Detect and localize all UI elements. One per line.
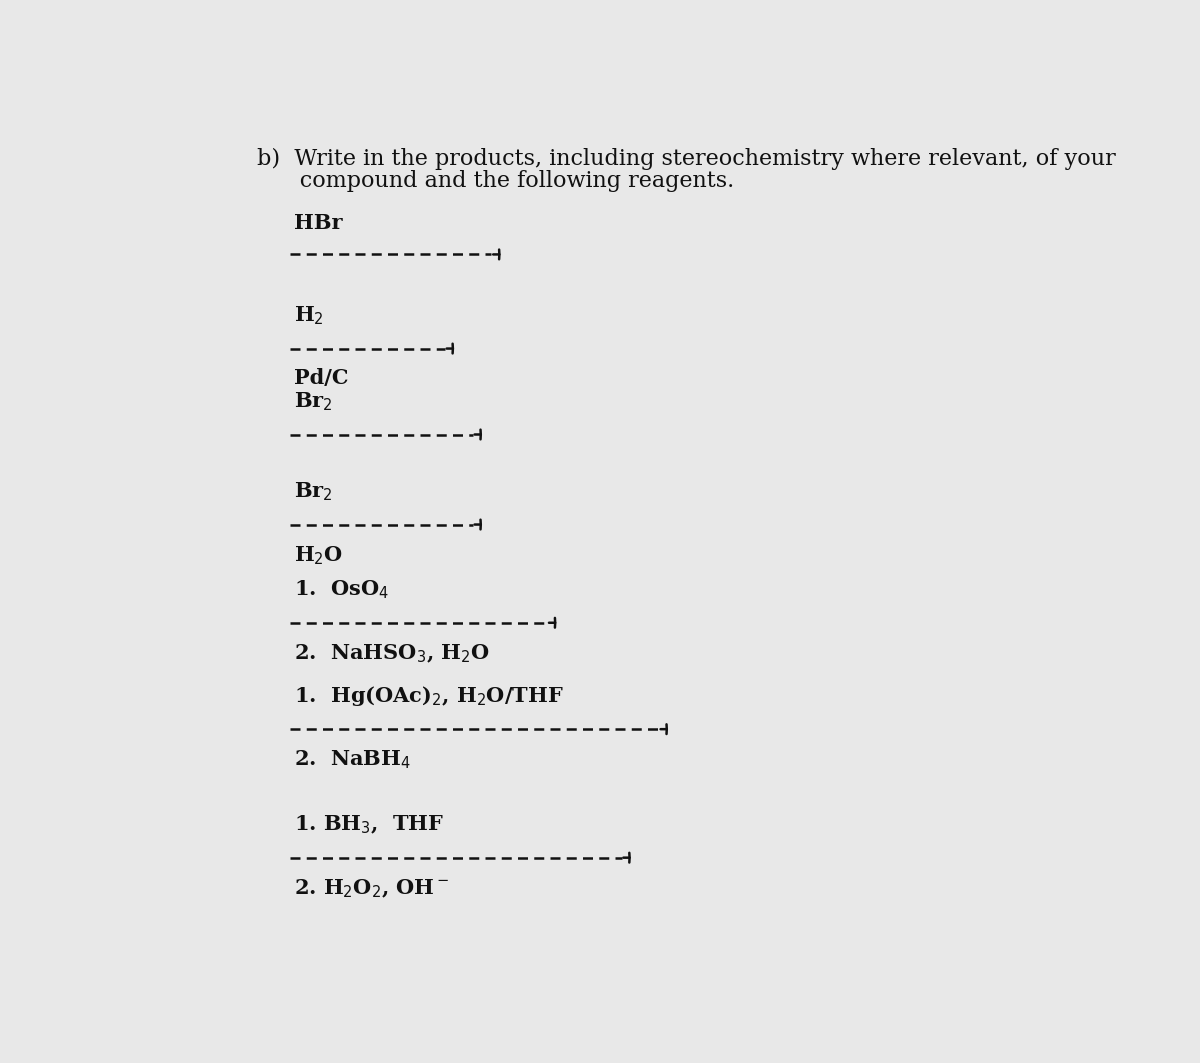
Text: 1. BH$_3$,  THF: 1. BH$_3$, THF bbox=[294, 814, 444, 837]
Text: 1.  Hg(OAc)$_2$, H$_2$O/THF: 1. Hg(OAc)$_2$, H$_2$O/THF bbox=[294, 684, 564, 708]
Text: Br$_2$: Br$_2$ bbox=[294, 390, 332, 414]
Text: Pd/C: Pd/C bbox=[294, 368, 349, 388]
Text: H$_2$: H$_2$ bbox=[294, 305, 324, 327]
Text: b)  Write in the products, including stereochemistry where relevant, of your: b) Write in the products, including ster… bbox=[257, 148, 1116, 170]
Text: H$_2$O: H$_2$O bbox=[294, 544, 343, 567]
Text: Br$_2$: Br$_2$ bbox=[294, 480, 332, 503]
Text: 2.  NaHSO$_3$, H$_2$O: 2. NaHSO$_3$, H$_2$O bbox=[294, 642, 490, 664]
Text: 2. H$_2$O$_2$, OH$^-$: 2. H$_2$O$_2$, OH$^-$ bbox=[294, 877, 450, 899]
Text: HBr: HBr bbox=[294, 214, 343, 233]
Text: 1.  OsO$_4$: 1. OsO$_4$ bbox=[294, 579, 389, 602]
Text: compound and the following reagents.: compound and the following reagents. bbox=[257, 170, 734, 192]
Text: 2.  NaBH$_4$: 2. NaBH$_4$ bbox=[294, 748, 412, 772]
